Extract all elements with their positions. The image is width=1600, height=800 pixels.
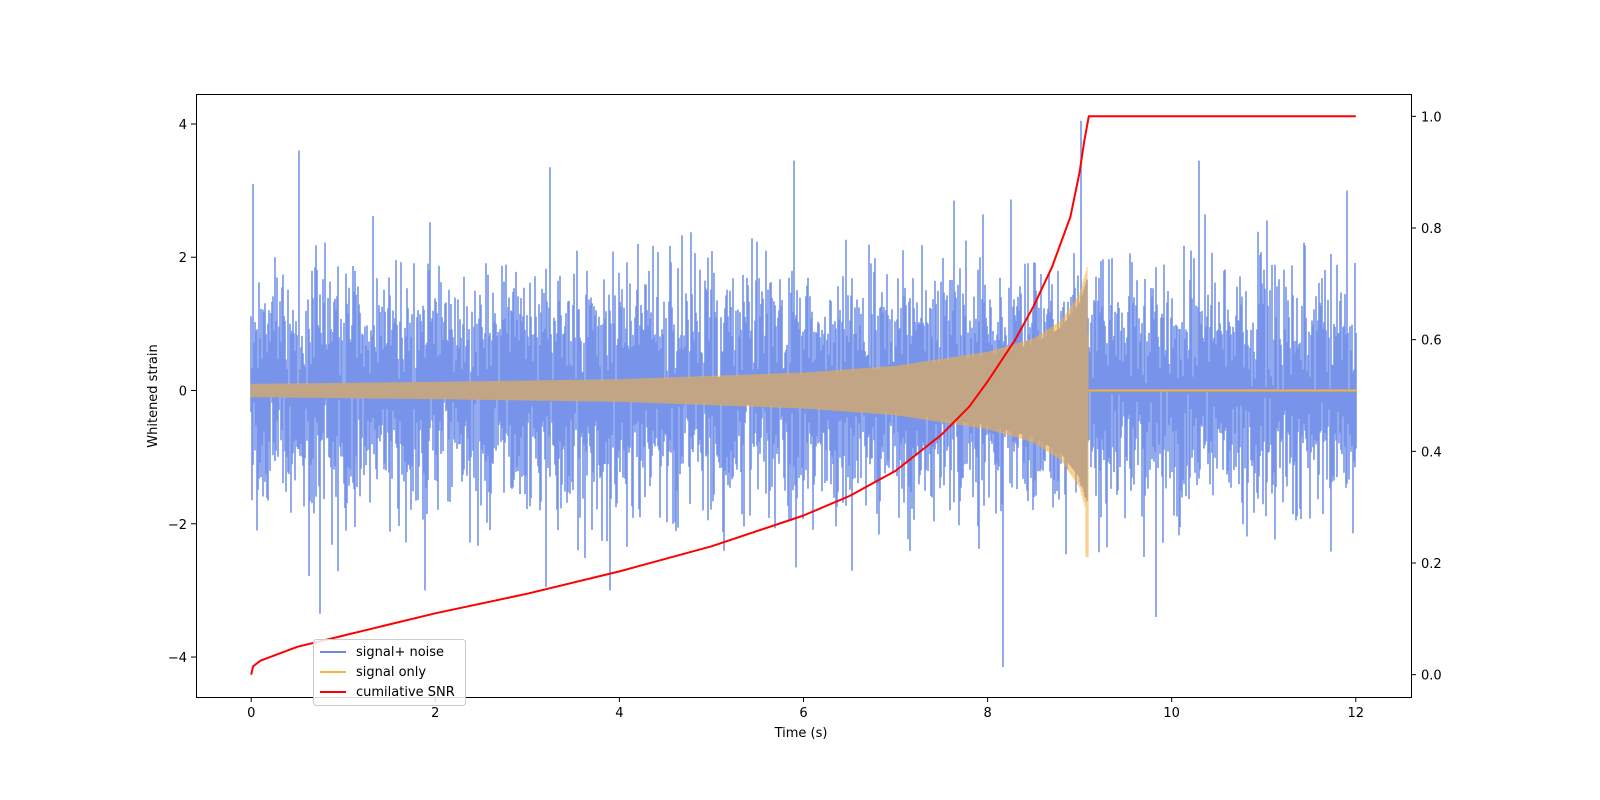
legend-box: [313, 639, 466, 706]
x-tick-label: 8: [983, 706, 991, 721]
y-axis-right-ticks: 0.0 0.2 0.4 0.6 0.8 1.0: [1411, 110, 1442, 684]
x-tick-label: 2: [431, 706, 439, 721]
y-tick-label: 0: [179, 385, 187, 400]
y-right-tick-label: 0.8: [1421, 222, 1442, 237]
y-tick-label: −4: [168, 651, 187, 666]
y-right-tick-label: 0.6: [1421, 334, 1442, 349]
y-tick-label: 4: [179, 118, 187, 133]
y-right-tick-label: 0.0: [1421, 669, 1442, 684]
x-tick-label: 6: [799, 706, 807, 721]
x-tick-label: 10: [1163, 706, 1180, 721]
y-tick-label: 2: [179, 251, 187, 266]
legend: signal+ noise signal only cumilative SNR: [313, 639, 466, 706]
y-right-tick-label: 0.2: [1421, 557, 1442, 572]
y-axis-ticks: −4 −2 0 2 4: [168, 118, 196, 666]
x-tick-label: 0: [247, 706, 255, 721]
legend-label-cumulative-snr: cumilative SNR: [356, 685, 455, 700]
x-tick-label: 4: [615, 706, 623, 721]
legend-label-signal-only: signal only: [356, 665, 426, 680]
legend-label-signal-noise: signal+ noise: [356, 645, 444, 660]
y-right-tick-label: 1.0: [1421, 110, 1442, 125]
x-axis-label: Time (s): [774, 726, 828, 741]
y-tick-label: −2: [168, 518, 187, 533]
plot-area: [250, 115, 1357, 675]
y-axis-label: Whitened strain: [146, 344, 161, 447]
y-right-tick-label: 0.4: [1421, 445, 1442, 460]
x-tick-label: 12: [1347, 706, 1364, 721]
